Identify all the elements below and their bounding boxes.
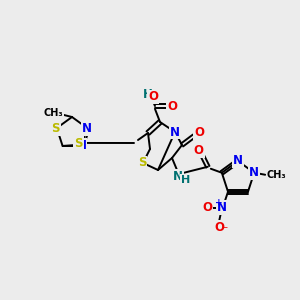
Text: O: O [214,221,224,234]
Text: H: H [143,88,153,101]
Text: ⁻: ⁻ [222,225,228,235]
Text: O: O [194,144,204,157]
Text: N: N [217,201,227,214]
Text: N: N [76,140,86,152]
Text: N: N [173,169,183,182]
Text: N: N [233,154,243,167]
Text: N: N [249,166,259,179]
Text: H: H [182,175,190,185]
Text: O: O [202,201,212,214]
Text: N: N [170,125,180,139]
Text: O: O [148,91,158,103]
Text: N: N [82,122,92,135]
Text: O: O [167,100,177,112]
Text: CH₃: CH₃ [266,170,286,180]
Text: S: S [138,157,146,169]
Text: O: O [194,127,204,140]
Text: CH₃: CH₃ [43,108,63,118]
Text: +: + [215,198,223,207]
Text: S: S [52,122,60,135]
Text: S: S [74,137,83,150]
